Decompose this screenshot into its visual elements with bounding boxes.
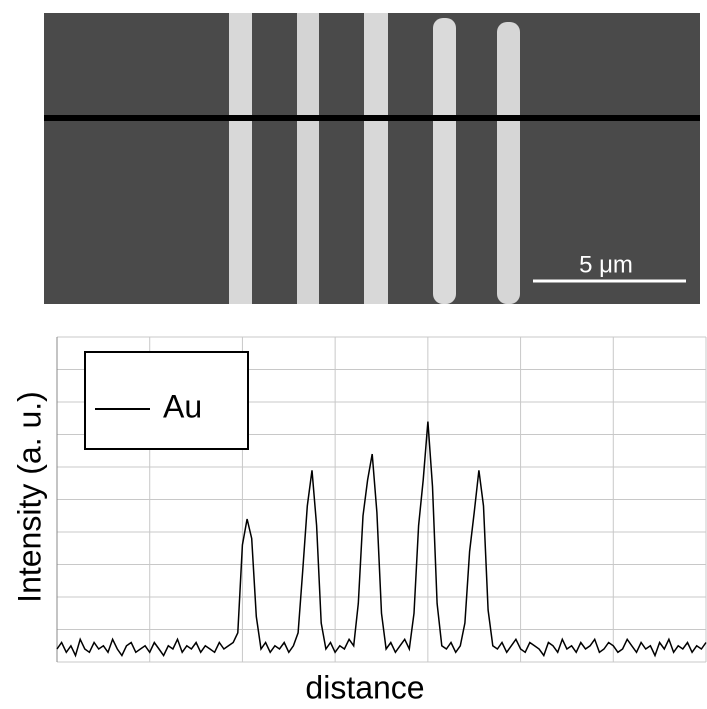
plot: Au [56,336,707,663]
data-line [56,421,707,658]
legend-box [84,351,249,450]
sem-image [44,13,700,304]
y-axis-label: Intensity (a. u.) [11,391,47,603]
scale-bar-label: 5 μm [579,251,633,278]
x-axis-label: distance [305,669,424,705]
legend-label: Au [163,388,202,424]
